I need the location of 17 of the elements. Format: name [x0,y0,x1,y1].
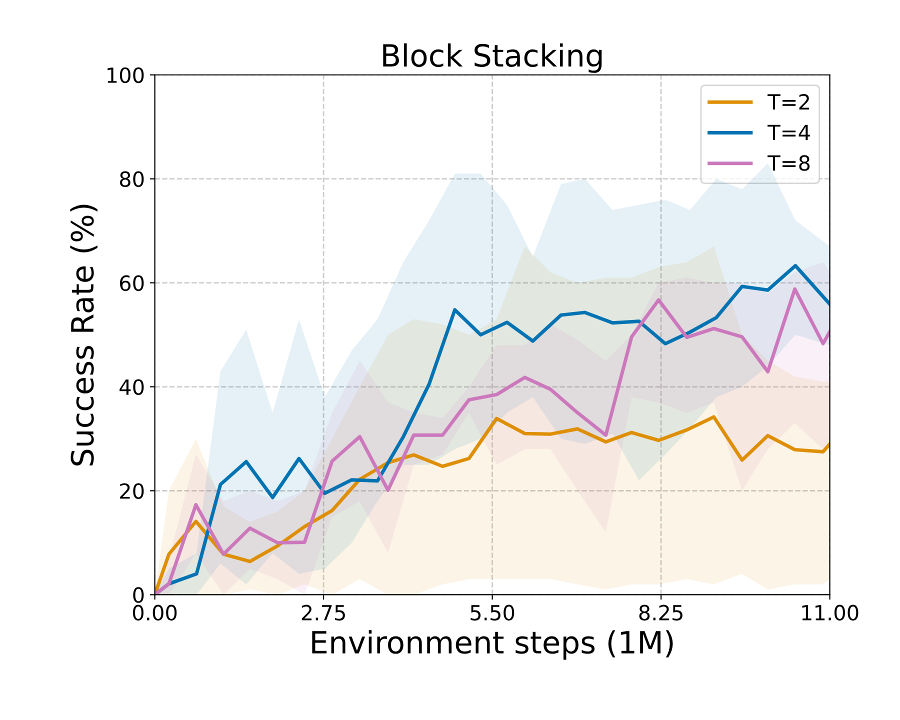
x-tick-label: 5.50 [470,604,514,621]
y-tick-label: 0 [133,587,144,603]
legend-label: T=2 [768,94,809,110]
y-axis-title: Success Rate (%) [70,204,98,466]
y-tick-label: 80 [120,171,144,188]
x-tick-label: 2.75 [302,604,345,621]
y-tick-label: 60 [120,275,144,292]
legend-label: T=8 [768,155,810,171]
x-tick-label: 11.00 [802,604,858,621]
x-axis-title: Environment steps (1M) [312,630,673,660]
y-tick-label: 20 [120,483,144,499]
y-tick-label: 100 [108,67,144,84]
x-tick-label: 0.00 [132,604,177,621]
y-tick-label: 40 [120,379,144,395]
legend-label: T=4 [768,124,810,140]
x-tick-label: 8.25 [639,604,682,621]
chart-title: Block Stacking [383,43,602,73]
